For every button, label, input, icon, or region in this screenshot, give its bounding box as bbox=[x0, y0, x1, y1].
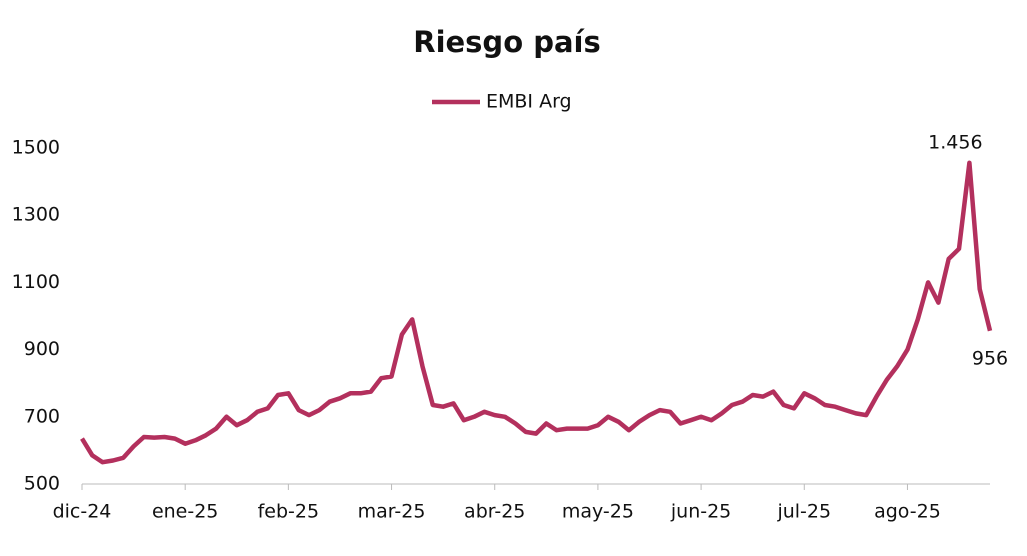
y-tick-label: 500 bbox=[24, 473, 60, 495]
y-tick-label: 700 bbox=[24, 405, 60, 427]
y-tick-label: 1500 bbox=[12, 137, 60, 159]
x-tick-label: abr-25 bbox=[464, 501, 525, 523]
y-tick-label: 1300 bbox=[12, 204, 60, 226]
x-tick-label: dic-24 bbox=[53, 501, 112, 523]
data-label: 1.456 bbox=[928, 131, 982, 153]
line bbox=[80, 160, 993, 465]
y-tick-label: 1100 bbox=[12, 271, 60, 293]
legend-label: EMBI Arg bbox=[486, 91, 572, 113]
x-tick-label: mar-25 bbox=[358, 501, 426, 523]
data-label: 956 bbox=[972, 347, 1008, 369]
x-tick-label: feb-25 bbox=[258, 501, 319, 523]
x-tick-label: ago-25 bbox=[874, 501, 941, 523]
x-tick-label: ene-25 bbox=[152, 501, 218, 523]
x-tick-label: may-25 bbox=[562, 501, 634, 523]
x-tick-label: jul-25 bbox=[776, 501, 831, 523]
x-tick-label: jun-25 bbox=[670, 501, 731, 523]
y-tick-label: 900 bbox=[24, 338, 60, 360]
chart-title: Riesgo país bbox=[413, 25, 601, 59]
